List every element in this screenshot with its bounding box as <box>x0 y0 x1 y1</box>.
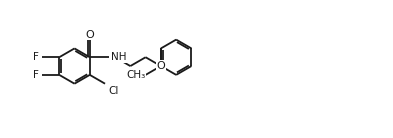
Text: CH₃: CH₃ <box>126 70 145 80</box>
Text: F: F <box>33 70 39 80</box>
Text: O: O <box>156 61 165 71</box>
Text: O: O <box>85 30 94 40</box>
Text: NH: NH <box>111 52 127 62</box>
Text: F: F <box>33 52 39 62</box>
Text: Cl: Cl <box>108 86 118 96</box>
Text: O: O <box>134 70 143 80</box>
